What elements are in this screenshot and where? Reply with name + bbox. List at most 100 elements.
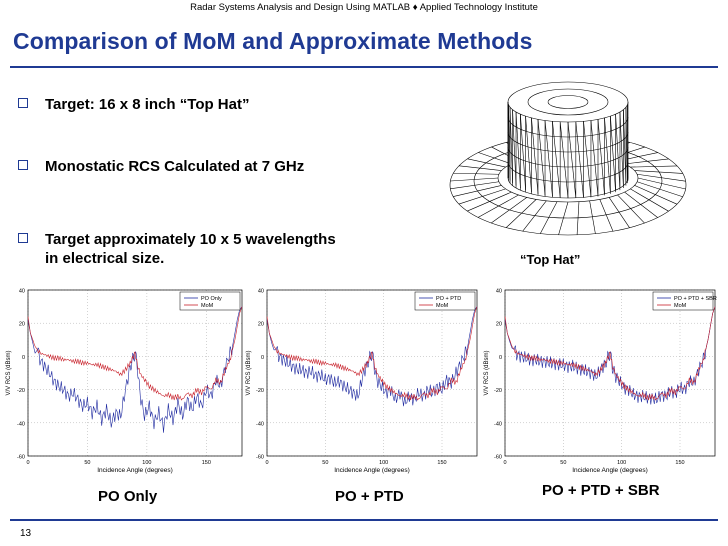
legend-label: PO + PTD <box>436 296 461 302</box>
x-tick-label: 150 <box>202 460 211 466</box>
mesh-line <box>608 197 630 228</box>
y-tick-label: -20 <box>17 388 25 394</box>
y-tick-label: 0 <box>22 355 25 361</box>
mesh-line <box>552 121 561 198</box>
x-tick-label: 150 <box>437 460 446 466</box>
x-tick-label: 0 <box>265 460 268 466</box>
mesh-line <box>537 119 546 196</box>
page-number: 13 <box>20 528 32 539</box>
mesh-ring <box>507 146 629 168</box>
mesh-line <box>627 104 629 181</box>
mesh-line <box>512 109 517 186</box>
y-tick-label: 40 <box>258 289 264 295</box>
mesh-line <box>559 121 569 198</box>
mesh-line <box>478 152 512 165</box>
mesh-line <box>597 119 605 196</box>
mesh-line <box>575 121 584 198</box>
y-tick-label: -60 <box>494 455 502 461</box>
mesh-line <box>540 201 558 234</box>
mesh-line <box>576 201 580 235</box>
mesh-line <box>525 116 532 193</box>
x-axis-label: Incidence Angle (degrees) <box>572 467 648 474</box>
y-tick-label: 0 <box>499 355 502 361</box>
mesh-line <box>590 120 599 197</box>
mesh-line <box>491 197 528 224</box>
mesh-line <box>624 191 658 218</box>
mesh-line <box>599 199 614 232</box>
checkbox-bullet-icon <box>18 160 28 170</box>
mesh-line <box>583 121 592 198</box>
plot-caption-po-ptd-sbr: PO + PTD + SBR <box>542 482 660 499</box>
x-tick-label: 100 <box>617 460 626 466</box>
mesh-line <box>544 120 553 197</box>
series-line-mom <box>504 306 716 401</box>
checkbox-bullet-icon <box>18 98 28 108</box>
slide-title: Comparison of MoM and Approximate Method… <box>13 28 533 54</box>
y-axis-label: V/V RCS (dBsm) <box>6 350 12 395</box>
mesh-line <box>619 111 624 189</box>
legend-label: MoM <box>436 303 449 309</box>
series-line-approx <box>27 306 243 433</box>
mesh-line <box>467 158 506 168</box>
legend-box <box>652 291 714 311</box>
mesh-line <box>478 194 519 218</box>
series-line-mom <box>266 306 478 401</box>
y-tick-label: -20 <box>256 388 264 394</box>
plot-frame <box>504 289 716 457</box>
bullet-item: Monostatic RCS Calculated at 7 GHz <box>18 157 348 197</box>
y-tick-label: 0 <box>261 355 264 361</box>
bullet-text: Monostatic RCS Calculated at 7 GHz <box>45 158 305 175</box>
mesh-ring <box>507 161 629 183</box>
legend-label: PO + PTD + SBR <box>674 296 717 302</box>
mesh-line <box>453 172 499 175</box>
mesh-line <box>630 165 678 168</box>
bullet-item: Target approximately 10 x 5 wavelengths … <box>18 230 348 270</box>
mesh-line <box>634 170 683 174</box>
y-tick-label: -40 <box>17 421 25 427</box>
x-tick-label: 50 <box>560 460 566 466</box>
plot-frame <box>27 289 243 457</box>
mesh-line <box>558 201 569 235</box>
legend-box <box>179 291 241 311</box>
mesh-line <box>624 158 669 165</box>
top-hat-mesh-image <box>449 81 687 236</box>
x-tick-label: 100 <box>142 460 151 466</box>
y-tick-label: 20 <box>258 322 264 328</box>
y-tick-label: -40 <box>494 421 502 427</box>
y-axis-label: V/V RCS (dBsm) <box>246 350 252 395</box>
series-line-approx <box>266 306 478 407</box>
y-tick-label: -60 <box>256 455 264 461</box>
x-axis-label: Incidence Angle (degrees) <box>97 467 173 474</box>
legend-label: MoM <box>674 303 687 309</box>
x-tick-label: 0 <box>503 460 506 466</box>
mesh-line <box>617 194 645 224</box>
mesh-line <box>531 117 539 194</box>
mesh-line <box>604 117 611 194</box>
footer-divider <box>10 519 718 521</box>
mesh-line <box>623 109 627 186</box>
x-tick-label: 150 <box>675 460 684 466</box>
y-tick-label: -40 <box>256 421 264 427</box>
y-tick-label: 40 <box>19 289 25 295</box>
mesh-line <box>615 114 621 191</box>
legend-label: PO Only <box>201 296 222 302</box>
mesh-line <box>459 165 502 171</box>
checkbox-bullet-icon <box>18 233 28 243</box>
mesh-line <box>630 188 669 212</box>
bullet-item: Target: 16 x 8 inch “Top Hat” <box>18 95 348 115</box>
series-line-mom <box>27 306 243 401</box>
x-axis-label: Incidence Angle (degrees) <box>334 467 410 474</box>
mesh-ring <box>507 116 629 138</box>
y-tick-label: 20 <box>19 322 25 328</box>
bullet-text: Target: 16 x 8 inch “Top Hat” <box>45 96 250 113</box>
mesh-line <box>520 114 526 191</box>
plot-caption-po-ptd: PO + PTD <box>335 488 404 505</box>
slide-header: Radar Systems Analysis and Design Using … <box>190 2 538 13</box>
plot-frame <box>266 289 478 457</box>
y-tick-label: 40 <box>496 289 502 295</box>
mesh-line <box>589 200 596 234</box>
top-hat-caption: “Top Hat” <box>520 252 581 267</box>
